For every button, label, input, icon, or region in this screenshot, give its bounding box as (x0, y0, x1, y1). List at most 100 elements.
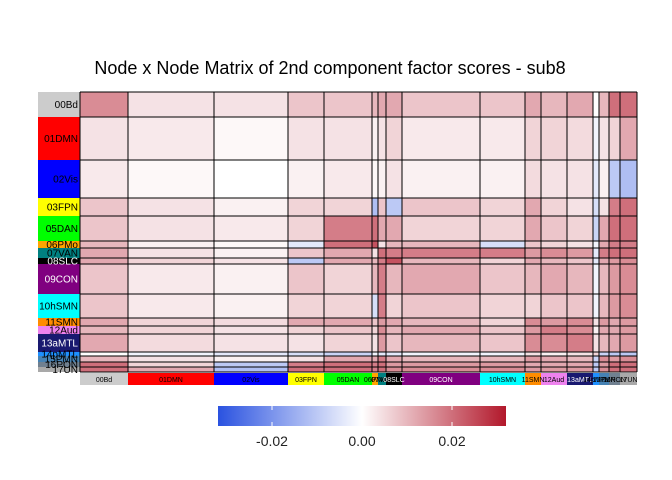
heatmap-cell (288, 117, 324, 160)
heatmap-cell (288, 352, 324, 356)
row-label: 09CON (45, 275, 78, 286)
heatmap-cell (80, 117, 128, 160)
heatmap-cell (378, 248, 386, 258)
heatmap-cell (214, 248, 288, 258)
heatmap-cell (324, 367, 372, 372)
heatmap-cell (609, 294, 620, 318)
heatmap-cell (80, 352, 128, 356)
heatmap-cell (402, 198, 480, 216)
heatmap-cell (567, 258, 593, 264)
heatmap-cell (402, 117, 480, 160)
heatmap-cell (525, 318, 541, 326)
heatmap-cell (480, 248, 525, 258)
heatmap-cell (214, 92, 288, 117)
heatmap-cell (541, 352, 567, 356)
heatmap-cell (525, 241, 541, 248)
row-label-swatch (38, 356, 80, 362)
heatmap-cell (480, 294, 525, 318)
heatmap-cell (599, 117, 609, 160)
column-label-swatch (402, 373, 480, 385)
heatmap-cell (525, 198, 541, 216)
heatmap-cell (599, 198, 609, 216)
heatmap-cell (214, 216, 288, 241)
heatmap-cell (386, 258, 402, 264)
colorbar-tick-label: -0.02 (256, 433, 288, 449)
heatmap-cell (593, 352, 599, 356)
heatmap-cell (609, 92, 620, 117)
heatmap-cell (609, 318, 620, 326)
heatmap-cell (378, 318, 386, 326)
heatmap-cell (288, 258, 324, 264)
column-label: 16PON (603, 377, 626, 384)
row-label-swatch (38, 352, 80, 356)
heatmap-cell (80, 264, 128, 294)
heatmap-cell (324, 92, 372, 117)
heatmap-cell (567, 334, 593, 352)
heatmap-cell (620, 198, 637, 216)
row-label-swatch (38, 248, 80, 258)
heatmap-cell (620, 367, 637, 372)
heatmap-cell (372, 248, 378, 258)
heatmap-cell (372, 318, 378, 326)
column-label: 12Aud (544, 377, 564, 384)
heatmap-cell (80, 241, 128, 248)
heatmap-cell (288, 326, 324, 334)
heatmap-cell (593, 318, 599, 326)
column-label: 07VAN (371, 377, 393, 384)
column-label: 09CON (429, 377, 452, 384)
heatmap-cell (620, 356, 637, 362)
column-label-swatch (593, 373, 599, 385)
heatmap-cell (609, 326, 620, 334)
heatmap-cell (541, 326, 567, 334)
heatmap-cell (593, 117, 599, 160)
heatmap-cell (599, 241, 609, 248)
heatmap-cell (609, 356, 620, 362)
heatmap-cell (386, 248, 402, 258)
heatmap-cell (288, 160, 324, 198)
heatmap-cell (541, 362, 567, 367)
heatmap-cell (128, 367, 214, 372)
heatmap-cell (593, 248, 599, 258)
heatmap-cell (324, 326, 372, 334)
heatmap-cell (80, 248, 128, 258)
column-label-swatch (525, 373, 541, 385)
column-label: 08SLC (383, 377, 404, 384)
heatmap-cell (402, 160, 480, 198)
column-label: 00Bd (96, 377, 112, 384)
heatmap-cell (80, 294, 128, 318)
heatmap-cell (288, 367, 324, 372)
heatmap-cell (525, 264, 541, 294)
heatmap-cell (567, 294, 593, 318)
heatmap-cell (593, 258, 599, 264)
heatmap-cell (128, 326, 214, 334)
heatmap-cell (324, 294, 372, 318)
heatmap-cell (541, 294, 567, 318)
column-label-swatch (288, 373, 324, 385)
heatmap-cell (324, 241, 372, 248)
heatmap-cell (80, 92, 128, 117)
heatmap-cell (378, 326, 386, 334)
heatmap-cell (214, 334, 288, 352)
heatmap-cell (567, 264, 593, 294)
heatmap-cell (214, 198, 288, 216)
heatmap-cell (324, 216, 372, 241)
heatmap-cell (480, 92, 525, 117)
heatmap-cell (372, 258, 378, 264)
heatmap-cell (324, 258, 372, 264)
heatmap-cell (378, 352, 386, 356)
heatmap-cell (480, 216, 525, 241)
heatmap-cell (386, 198, 402, 216)
heatmap-cell (593, 216, 599, 241)
heatmap-cell (402, 294, 480, 318)
heatmap-cell (324, 318, 372, 326)
heatmap-cell (80, 216, 128, 241)
heatmap-cell (402, 362, 480, 367)
heatmap-cell (525, 258, 541, 264)
heatmap-cell (593, 362, 599, 367)
heatmap-cell (525, 326, 541, 334)
heatmap-cell (599, 362, 609, 367)
heatmap-cell (378, 160, 386, 198)
heatmap-cell (372, 160, 378, 198)
